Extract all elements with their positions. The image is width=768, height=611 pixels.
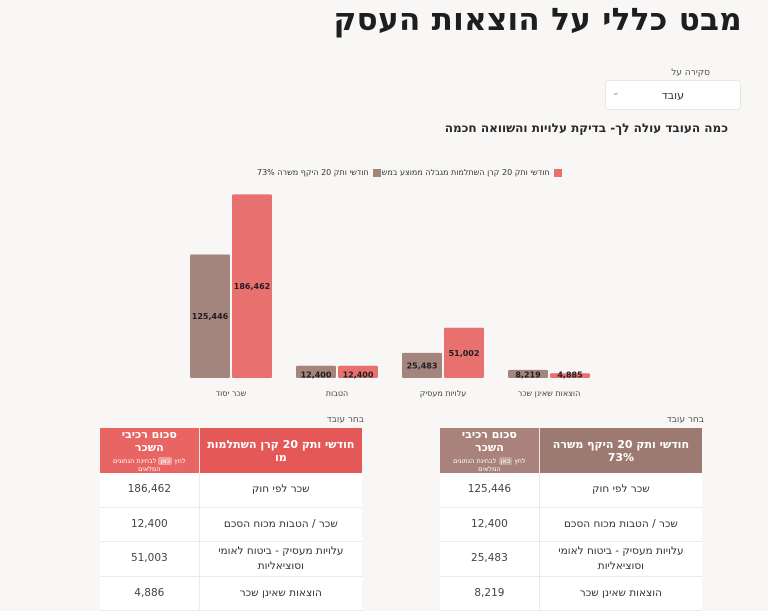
row-label: עלויות מעסיק - ביטוח לאומי וסוציאליות — [199, 541, 362, 577]
bar-red-3[interactable] — [550, 373, 590, 378]
category-label: עלויות מעסיק — [420, 389, 467, 398]
table-row: עלויות מעסיק - ביטוח לאומי וסוציאליות 25,… — [440, 541, 702, 577]
bar-brown-0[interactable] — [190, 254, 230, 378]
row-value: 25,483 — [440, 541, 540, 577]
row-label: שכר לפי חוק — [199, 473, 362, 508]
table-row: הוצאות שאינן שכר 4,886 — [100, 576, 362, 611]
bar-value-label: 12,400 — [343, 371, 374, 380]
legend-swatch-brown — [372, 168, 381, 177]
employee-table-right: חודשי ותק 20 היקף משרה 73% סכום רכיבי הש… — [440, 428, 702, 611]
row-value: 8,219 — [440, 576, 540, 611]
click-here-link[interactable]: כאן — [498, 457, 513, 465]
row-value: 125,446 — [440, 473, 540, 508]
row-label: עלויות מעסיק - ביטוח לאומי וסוציאליות — [539, 541, 702, 577]
chevron-down-icon: ⌄ — [612, 88, 620, 98]
table-header-scenario: חודשי ותק 20 היקף משרה 73% — [539, 428, 702, 473]
table-row: שכר לפי חוק 125,446 — [440, 473, 702, 508]
cost-comparison-bar-chart: 125,446 186,462 שכר יסוד 12,400 12,400 הטבות 2… — [190, 194, 590, 398]
row-label: שכר לפי חוק — [539, 473, 702, 508]
legend-label: חודשי ותק 20 קרן השתלמות מגבלה ממוצע במש… — [376, 168, 550, 177]
bar-value-label: 25,483 — [407, 361, 438, 370]
view-select-value: עובד — [661, 89, 684, 102]
legend-item-series-2[interactable]: חודשי ותק 20 קרן השתלמות מגבלה ממוצע במש… — [376, 168, 562, 182]
table-row: שכר / הטבות מכוח הסכם 12,400 — [100, 507, 362, 542]
bar-brown-3[interactable] — [508, 369, 548, 378]
legend-label: חודשי ותק 20 היקף משרה 73% — [257, 168, 369, 177]
row-label: שכר / הטבות מכוח הסכם — [199, 507, 362, 542]
view-selector-label: סקירה על — [671, 68, 710, 78]
table-row: הוצאות שאינן שכר 8,219 — [440, 576, 702, 611]
row-label: הוצאות שאינן שכר — [199, 576, 362, 611]
section-subtitle: כמה העובד עולה לך- בדיקת עלויות והשוואה … — [444, 121, 728, 135]
bar-value-label: 12,400 — [301, 371, 332, 380]
category-label: שכר יסוד — [216, 389, 247, 398]
category-label: הטבות — [326, 389, 348, 398]
table-header-scenario: חודשי ותק 20 קרן השתלמות מו — [199, 428, 362, 473]
table-row: שכר לפי חוק 186,462 — [100, 473, 362, 508]
row-label: שכר / הטבות מכוח הסכם — [539, 507, 702, 542]
bar-red-1[interactable] — [338, 365, 378, 378]
row-label: הוצאות שאינן שכר — [539, 576, 702, 611]
bar-red-0[interactable] — [232, 194, 272, 378]
row-value: 12,400 — [100, 507, 200, 542]
table-right-caption: בחר עובד — [666, 415, 704, 425]
table-header-sum[interactable]: סכום רכיבי השכר לחץ כאן לבחינת הנתונים ה… — [440, 428, 540, 473]
bar-value-label: 51,002 — [449, 349, 480, 358]
legend-item-series-1[interactable]: חודשי ותק 20 היקף משרה 73% — [257, 168, 381, 182]
legend-swatch-red — [553, 168, 562, 177]
bar-brown-1[interactable] — [296, 365, 336, 378]
bar-value-label: 186,462 — [234, 282, 270, 291]
bar-red-2[interactable] — [444, 327, 484, 378]
bar-brown-2[interactable] — [402, 352, 442, 378]
row-value: 186,462 — [100, 473, 200, 508]
click-here-link[interactable]: כאן — [158, 457, 173, 465]
bar-value-label: 8,219 — [515, 371, 541, 380]
bar-value-label: 125,446 — [192, 312, 229, 321]
table-left-caption: בחר עובד — [326, 415, 364, 425]
employee-table-left: חודשי ותק 20 קרן השתלמות מו סכום רכיבי ה… — [100, 428, 362, 611]
row-value: 51,003 — [100, 541, 200, 577]
page-title: מבט כללי על הוצאות העסק — [333, 2, 742, 38]
bar-value-label: 4,885 — [557, 371, 583, 380]
row-value: 4,886 — [100, 576, 200, 611]
row-value: 12,400 — [440, 507, 540, 542]
category-label: הוצאות שאינן שכר — [518, 389, 581, 398]
table-header-sum[interactable]: סכום רכיבי השכר לחץ כאן לבחינת הנתונים ה… — [100, 428, 200, 473]
view-select[interactable]: עובד ⌄ — [605, 80, 741, 110]
table-row: שכר / הטבות מכוח הסכם 12,400 — [440, 507, 702, 542]
table-row: עלויות מעסיק - ביטוח לאומי וסוציאליות 51,… — [100, 541, 362, 577]
